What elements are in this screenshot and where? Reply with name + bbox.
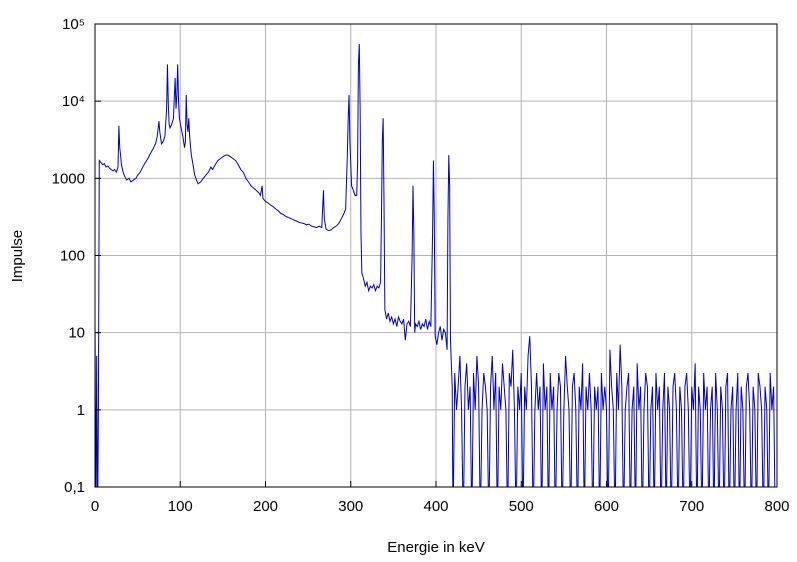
x-tick-label: 500 — [509, 498, 534, 515]
x-tick-label: 100 — [168, 498, 193, 515]
y-tick-label: 1 — [77, 402, 85, 419]
x-tick-label: 700 — [679, 498, 704, 515]
x-tick-label: 200 — [253, 498, 278, 515]
x-tick-label: 300 — [338, 498, 363, 515]
y-axis-label: Impulse — [9, 230, 26, 283]
x-tick-label: 0 — [91, 498, 99, 515]
x-tick-label: 400 — [423, 498, 448, 515]
y-tick-label: 100 — [60, 248, 85, 265]
plot-area — [95, 44, 776, 487]
y-tick-label: 0,1 — [64, 479, 85, 496]
x-tick-label: 600 — [594, 498, 619, 515]
grid — [94, 23, 778, 488]
y-tick-label: 10⁵ — [62, 16, 85, 33]
x-tick-label: 800 — [764, 498, 789, 515]
y-tick-label: 1000 — [52, 170, 85, 187]
y-tick-label: 10 — [68, 325, 85, 342]
y-tick-label: 10⁴ — [62, 93, 85, 110]
spectrum-line — [95, 44, 776, 487]
x-axis-label: Energie in keV — [387, 539, 485, 556]
